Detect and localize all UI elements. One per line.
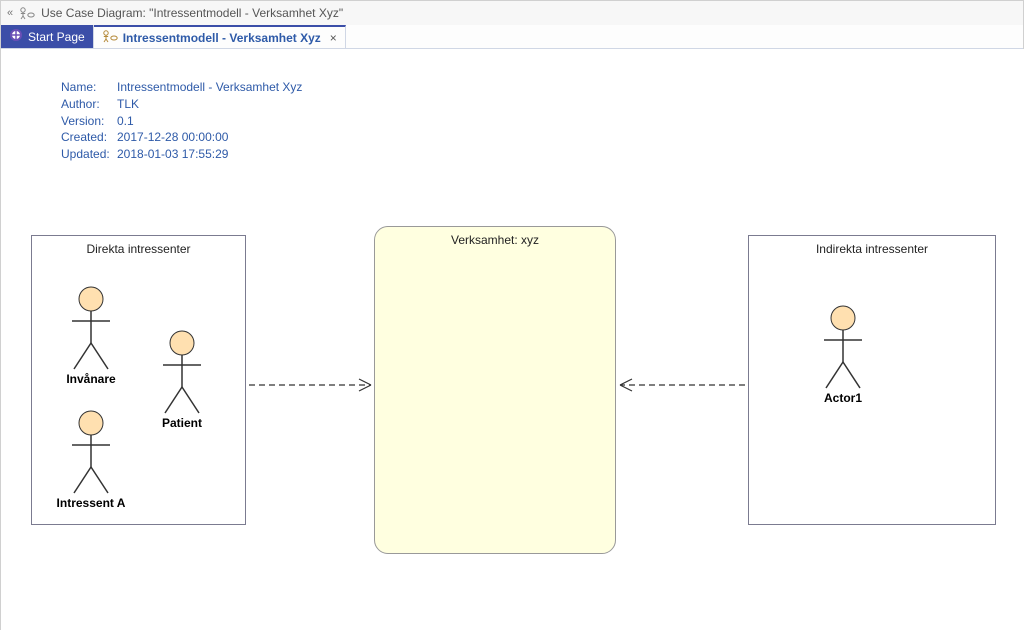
start-page-icon (9, 28, 23, 45)
tab-start-page[interactable]: Start Page (1, 25, 94, 48)
actor-label: Intressent A (57, 496, 126, 510)
diagram-canvas[interactable]: Name:Intressentmodell - Verksamhet Xyz A… (1, 49, 1024, 631)
actor-intressent-a[interactable]: Intressent A (57, 411, 126, 510)
use-case-diagram-icon (102, 29, 118, 46)
chevron-left-icon[interactable]: « (7, 7, 13, 19)
use-case-diagram-icon (19, 6, 35, 20)
actor-invånare[interactable]: Invånare (66, 287, 116, 386)
actor-label: Patient (162, 416, 202, 430)
window-title: Use Case Diagram: "Intressentmodell - Ve… (41, 6, 343, 20)
connector-layer: Invånare Patient Intressent A Actor1 (1, 49, 1024, 631)
actor-label: Actor1 (824, 391, 862, 405)
title-bar: « Use Case Diagram: "Intressentmodell - … (1, 1, 1023, 25)
tab-active-label: Intressentmodell - Verksamhet Xyz (123, 31, 321, 45)
tab-start-label: Start Page (28, 30, 85, 44)
actor-label: Invånare (66, 372, 116, 386)
close-icon[interactable]: × (330, 31, 337, 45)
tab-active-diagram[interactable]: Intressentmodell - Verksamhet Xyz × (94, 25, 346, 48)
actor-actor1[interactable]: Actor1 (824, 306, 862, 405)
actor-patient[interactable]: Patient (162, 331, 202, 430)
tab-bar: Start Page Intressentmodell - Verksamhet… (1, 25, 1023, 49)
